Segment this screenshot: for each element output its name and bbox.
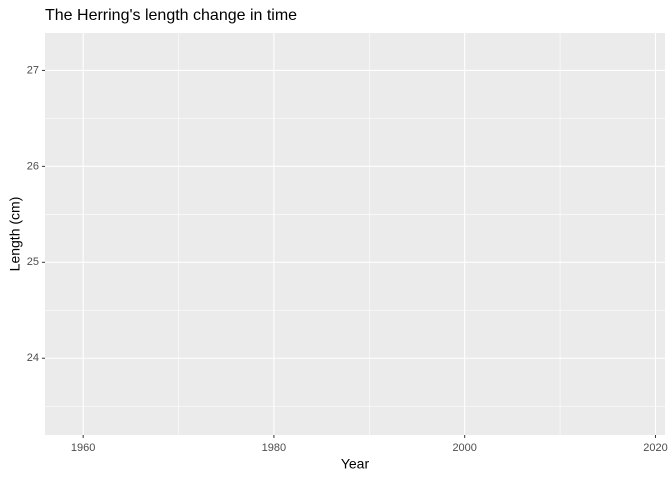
x-tick-label: 2000 [452, 442, 476, 454]
y-tick-label: 24 [27, 352, 39, 364]
x-tick-label: 2020 [643, 442, 667, 454]
x-tick-label: 1960 [71, 442, 95, 454]
y-axis-label: Length (cm) [7, 197, 23, 272]
y-tick-label: 26 [27, 160, 39, 172]
x-tick-label: 1980 [262, 442, 286, 454]
y-tick-label: 27 [27, 64, 39, 76]
x-axis-label: Year [341, 456, 370, 472]
chart-title: The Herring's length change in time [45, 7, 297, 24]
panel [45, 33, 665, 435]
y-tick-label: 25 [27, 256, 39, 268]
